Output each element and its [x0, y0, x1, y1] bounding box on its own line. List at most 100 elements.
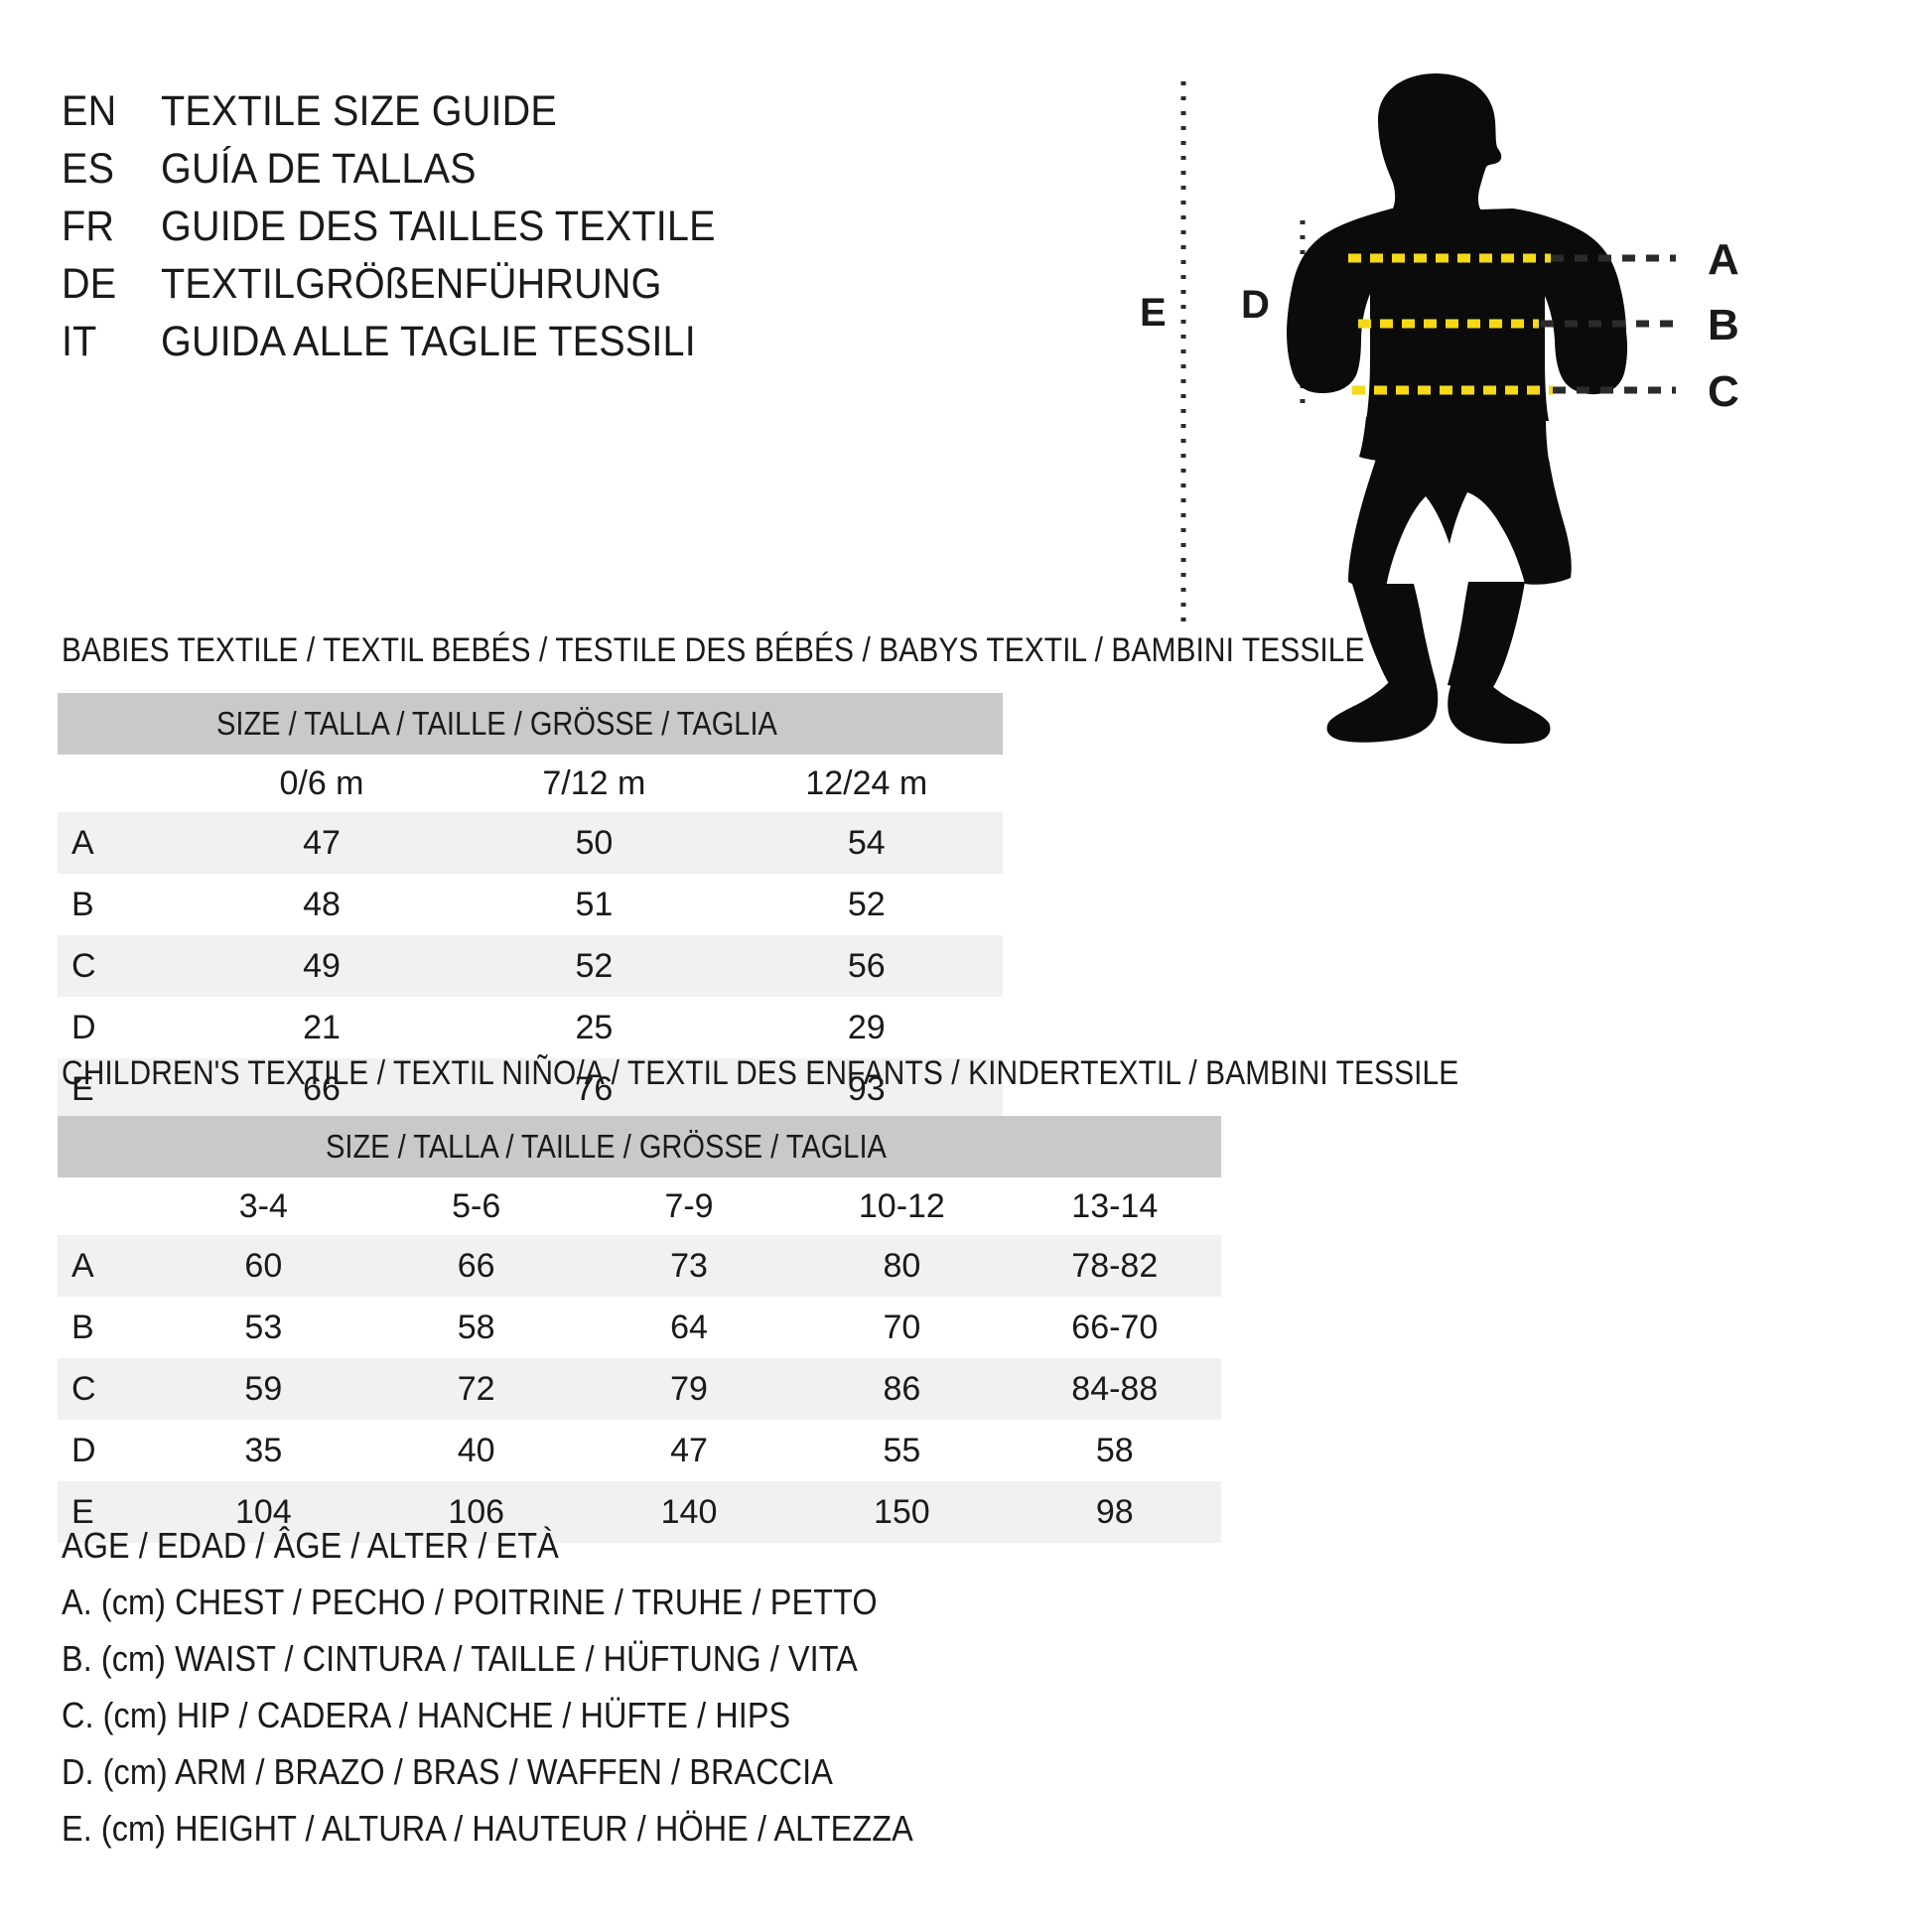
table-header-bar-text: SIZE / TALLA / TAILLE / GRÖSSE / TAGLIA — [326, 1127, 887, 1165]
language-row: EN TEXTILE SIZE GUIDE — [62, 87, 1054, 145]
table-row-label: D — [58, 1420, 158, 1481]
table-cell: 66 — [369, 1235, 583, 1297]
table-cell: 25 — [458, 997, 731, 1058]
table-row-label: A — [58, 812, 186, 874]
table-cell: 49 — [185, 935, 459, 997]
table-cell: 55 — [795, 1420, 1009, 1481]
table-cell: 104 — [157, 1481, 370, 1543]
legend-line: B. (cm) WAIST / CINTURA / TAILLE / HÜFTU… — [62, 1638, 858, 1679]
table-cell: 78-82 — [1008, 1235, 1221, 1297]
legend-line: AGE / EDAD / ÂGE / ALTER / ETÀ — [62, 1525, 559, 1566]
language-code: IT — [62, 318, 97, 365]
table-cell: 64 — [582, 1297, 796, 1358]
table-cell: 47 — [185, 812, 459, 874]
language-code: ES — [62, 145, 115, 193]
waist-b-label: B — [1708, 301, 1739, 349]
table-header-bar: SIZE / TALLA / TAILLE / GRÖSSE / TAGLIA — [58, 1116, 1221, 1177]
table-cell: 93 — [730, 1058, 1003, 1120]
arm-d-label: D — [1241, 283, 1270, 327]
table-cell: 29 — [730, 997, 1003, 1058]
hip-c-label: C — [1708, 367, 1739, 416]
language-code: DE — [62, 260, 117, 308]
table-cell: 58 — [1008, 1420, 1221, 1481]
table-cell: 51 — [458, 874, 731, 935]
table-row: D 21 25 29 — [58, 997, 1003, 1058]
language-code: EN — [62, 87, 117, 135]
table-cell: 50 — [458, 812, 731, 874]
table-cell: 54 — [730, 812, 1003, 874]
language-title: TEXTILGRÖßENFÜHRUNG — [161, 260, 662, 308]
table-cell: 56 — [730, 935, 1003, 997]
legend-line: C. (cm) HIP / CADERA / HANCHE / HÜFTE / … — [62, 1695, 791, 1735]
children-size-table: SIZE / TALLA / TAILLE / GRÖSSE / TAGLIA 3… — [58, 1116, 1221, 1543]
table-row-label: B — [58, 874, 186, 935]
language-row: FR GUIDE DES TAILLES TEXTILE — [62, 203, 1054, 260]
table-header-bar-row: SIZE / TALLA / TAILLE / GRÖSSE / TAGLIA — [58, 693, 1003, 755]
table-cell: 35 — [157, 1420, 370, 1481]
table-row-label: C — [58, 935, 186, 997]
table-row-label: D — [58, 997, 186, 1058]
measurement-figure: A B C D E — [1132, 60, 1886, 755]
table-cell: 52 — [458, 935, 731, 997]
table-column-header: 12/24 m — [730, 755, 1003, 812]
language-code: FR — [62, 203, 115, 250]
legend-line: A. (cm) CHEST / PECHO / POITRINE / TRUHE… — [62, 1582, 878, 1622]
table-cell: 84-88 — [1008, 1358, 1221, 1420]
table-column-header-row: 0/6 m 7/12 m 12/24 m — [58, 755, 1003, 812]
table-row-label: B — [58, 1297, 158, 1358]
table-row-label: C — [58, 1358, 158, 1420]
language-title: GUIDA ALLE TAGLIE TESSILI — [161, 318, 696, 365]
table-cell: 76 — [458, 1058, 731, 1120]
table-corner-cell — [58, 1177, 158, 1235]
chest-a-label: A — [1708, 235, 1739, 284]
table-corner-cell — [58, 755, 186, 812]
legend-block: AGE / EDAD / ÂGE / ALTER / ETÀ A. (cm) CH… — [62, 1517, 1253, 1857]
language-title-block: EN TEXTILE SIZE GUIDE ES GUÍA DE TALLAS FR GU… — [62, 87, 1054, 375]
table-row: A 47 50 54 — [58, 812, 1003, 874]
table-column-header: 13-14 — [1008, 1177, 1221, 1235]
language-title: GUÍA DE TALLAS — [161, 145, 477, 193]
table-cell: 47 — [582, 1420, 796, 1481]
table-cell: 52 — [730, 874, 1003, 935]
table-cell: 58 — [369, 1297, 583, 1358]
table-column-header: 10-12 — [795, 1177, 1009, 1235]
table-row: E 66 76 93 — [58, 1058, 1003, 1120]
table-row: A 60 66 73 80 78-82 — [58, 1235, 1221, 1297]
table-row-label: A — [58, 1235, 158, 1297]
table-cell: 106 — [369, 1481, 583, 1543]
table-row-label: E — [58, 1058, 186, 1120]
table-cell: 98 — [1008, 1481, 1221, 1543]
table-header-bar-row: SIZE / TALLA / TAILLE / GRÖSSE / TAGLIA — [58, 1116, 1221, 1177]
table-cell: 59 — [157, 1358, 370, 1420]
table-header-bar: SIZE / TALLA / TAILLE / GRÖSSE / TAGLIA — [58, 693, 1003, 755]
table-row: E 104 106 140 150 98 — [58, 1481, 1221, 1543]
language-row: IT GUIDA ALLE TAGLIE TESSILI — [62, 318, 1054, 375]
table-row: C 49 52 56 — [58, 935, 1003, 997]
figure-svg: A B C D E — [1140, 73, 1739, 745]
table-cell: 53 — [157, 1297, 370, 1358]
table-cell: 86 — [795, 1358, 1009, 1420]
babies-size-table: SIZE / TALLA / TAILLE / GRÖSSE / TAGLIA 0… — [58, 693, 1003, 1120]
table-row: C 59 72 79 86 84-88 — [58, 1358, 1221, 1420]
table-column-header-row: 3-4 5-6 7-9 10-12 13-14 — [58, 1177, 1221, 1235]
table-column-header: 7/12 m — [458, 755, 731, 812]
table-cell: 150 — [795, 1481, 1009, 1543]
language-title: TEXTILE SIZE GUIDE — [161, 87, 557, 135]
table-row: B 48 51 52 — [58, 874, 1003, 935]
table-row: D 35 40 47 55 58 — [58, 1420, 1221, 1481]
table-column-header: 5-6 — [369, 1177, 583, 1235]
language-row: DE TEXTILGRÖßENFÜHRUNG — [62, 260, 1054, 318]
children-section-title: CHILDREN'S TEXTILE / TEXTIL NIÑO/A / TEX… — [62, 1054, 1459, 1092]
table-column-header: 3-4 — [157, 1177, 370, 1235]
table-cell: 66-70 — [1008, 1297, 1221, 1358]
babies-section-title: BABIES TEXTILE / TEXTIL BEBÉS / TESTILE … — [62, 631, 1365, 669]
table-cell: 48 — [185, 874, 459, 935]
table-column-header: 0/6 m — [185, 755, 459, 812]
table-row-label: E — [58, 1481, 158, 1543]
legend-line: D. (cm) ARM / BRAZO / BRAS / WAFFEN / BR… — [62, 1751, 833, 1792]
table-cell: 72 — [369, 1358, 583, 1420]
legend-line: E. (cm) HEIGHT / ALTURA / HAUTEUR / HÖHE… — [62, 1808, 913, 1849]
table-header-bar-text: SIZE / TALLA / TAILLE / GRÖSSE / TAGLIA — [216, 704, 777, 742]
table-cell: 21 — [185, 997, 459, 1058]
table-cell: 70 — [795, 1297, 1009, 1358]
